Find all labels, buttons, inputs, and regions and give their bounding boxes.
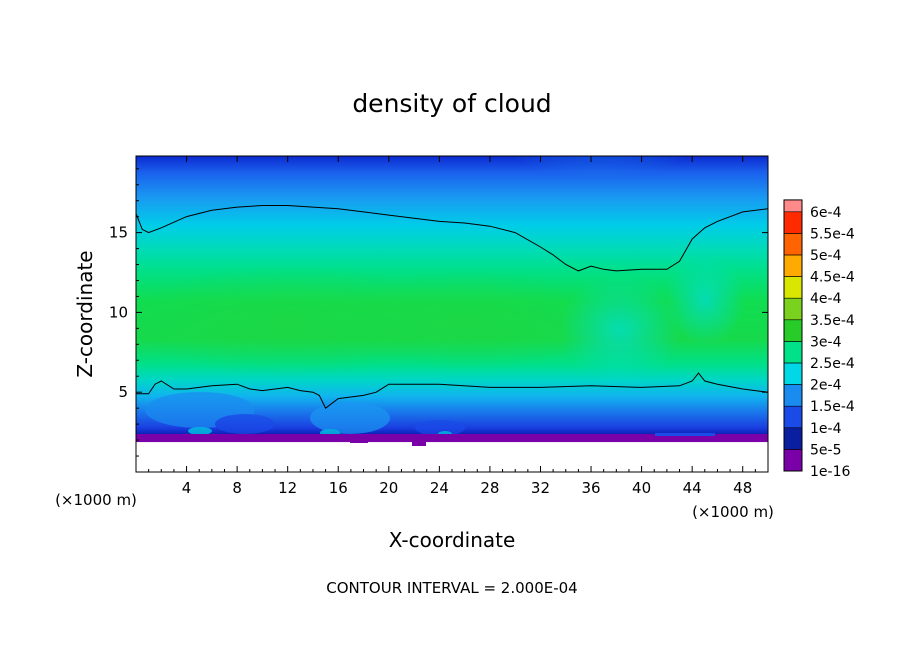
- colorbar: 1e-16 5e-5 1e-4 1.5e-4 2e-4 2.5e-4 3e-4 3.5e-4 4…: [783, 199, 855, 480]
- cyan-patch-right: [665, 255, 745, 345]
- colorbar-swatch: [784, 449, 802, 471]
- y-axis-label: Z-coordinate: [73, 250, 97, 377]
- x-tick-label: 8: [232, 479, 242, 497]
- x-tick-label: 48: [733, 479, 752, 497]
- colorbar-swatch: [784, 384, 802, 407]
- colorbar-swatch: [784, 233, 802, 255]
- x-axis: 4 8 12 16 20 24 28 32 36 40 44 48: [148, 156, 756, 497]
- x-axis-label: X-coordinate: [389, 528, 516, 552]
- colorbar-swatch: [784, 298, 802, 320]
- low-density-dip: [460, 156, 740, 276]
- x-units-left: (×1000 m): [55, 491, 137, 509]
- green-core-right: [330, 270, 610, 370]
- y-axis: 5 10 15: [109, 168, 768, 457]
- colorbar-label: 5.5e-4: [810, 226, 855, 242]
- colorbar-label: 1e-4: [810, 421, 842, 437]
- contour-line-upper: [136, 205, 768, 272]
- colorbar-swatch: [784, 427, 802, 450]
- y-tick-label: 15: [109, 224, 128, 242]
- colorbar-label: 6e-4: [810, 205, 842, 221]
- x-tick-label: 32: [531, 479, 550, 497]
- colorbar-swatch: [784, 406, 802, 428]
- colorbar-label: 1.5e-4: [810, 399, 855, 415]
- x-tick-label: 44: [683, 479, 702, 497]
- x-tick-label: 24: [430, 479, 449, 497]
- x-tick-label: 20: [379, 479, 398, 497]
- colorbar-label: 5e-5: [810, 442, 841, 458]
- chart-title: density of cloud: [352, 89, 551, 118]
- plot-area: [136, 156, 768, 472]
- purple-ground-strip: [136, 433, 768, 446]
- colorbar-swatch: [784, 276, 802, 299]
- x-tick-label: 40: [632, 479, 651, 497]
- colorbar-swatch: [784, 211, 802, 234]
- colorbar-label: 2.5e-4: [810, 356, 855, 372]
- x-tick-label: 36: [581, 479, 600, 497]
- x-units-right: (×1000 m): [692, 503, 774, 521]
- colorbar-swatch: [784, 199, 802, 212]
- colorbar-label: 4.5e-4: [810, 270, 855, 286]
- colorbar-label: 1e-16: [810, 464, 850, 480]
- colorbar-label: 3.5e-4: [810, 313, 855, 329]
- colorbar-swatch: [784, 319, 802, 342]
- cyan-patch-mid: [560, 275, 680, 385]
- x-tick-label: 28: [480, 479, 499, 497]
- colorbar-label: 4e-4: [810, 291, 842, 307]
- y-tick-label: 5: [118, 383, 128, 401]
- colorbar-label: 5e-4: [810, 248, 842, 264]
- contour-interval-note: CONTOUR INTERVAL = 2.000E-04: [326, 579, 577, 597]
- y-tick-label: 10: [109, 303, 128, 321]
- colorbar-swatch: [784, 363, 802, 385]
- x-tick-label: 12: [278, 479, 297, 497]
- colorbar-swatch: [784, 255, 802, 277]
- colorbar-label: 3e-4: [810, 334, 842, 350]
- colorbar-swatch: [784, 341, 802, 363]
- contour-line-lower: [136, 372, 768, 409]
- x-tick-label: 4: [182, 479, 192, 497]
- colorbar-label: 2e-4: [810, 378, 842, 394]
- x-tick-label: 16: [329, 479, 348, 497]
